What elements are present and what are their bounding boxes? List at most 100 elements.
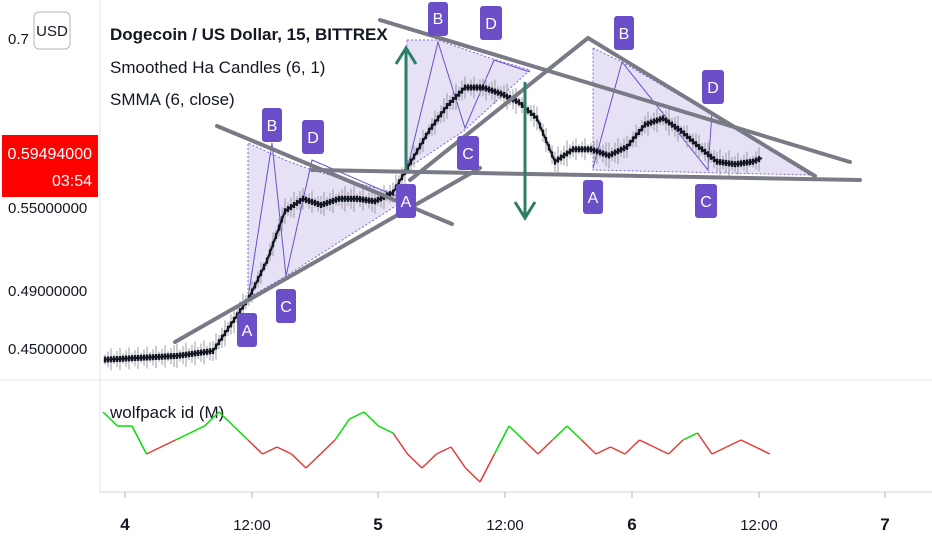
indicator-legend[interactable]: Smoothed Ha Candles (6, 1) — [110, 58, 325, 77]
point-label-text: C — [462, 146, 474, 163]
point-label-c[interactable] — [695, 184, 717, 218]
oscillator-legend[interactable]: wolfpack id (M) — [109, 403, 224, 422]
trendline[interactable] — [408, 36, 590, 182]
oscillator-segment — [711, 446, 727, 455]
oscillator-segment — [363, 411, 380, 427]
last-price-badge: 0.59494000 03:54 — [2, 135, 98, 197]
oscillator-segment — [580, 439, 597, 455]
oscillator-segment — [450, 446, 467, 469]
oscillator-segment — [522, 439, 539, 455]
point-label-b[interactable] — [262, 108, 282, 142]
oscillator-series[interactable] — [102, 411, 771, 483]
badge-bg — [2, 135, 98, 197]
point-label-b[interactable] — [614, 16, 634, 50]
pattern-1-fill[interactable] — [247, 142, 406, 299]
point-label-text: C — [280, 299, 292, 316]
oscillator-segment — [493, 425, 510, 455]
point-label-text: B — [433, 11, 444, 28]
oscillator-segment — [624, 439, 641, 455]
price-series[interactable] — [103, 76, 763, 371]
point-label-text: A — [588, 190, 599, 207]
point-label-d[interactable] — [702, 70, 724, 104]
oscillator-segment — [290, 453, 307, 469]
oscillator-segment — [653, 446, 669, 455]
point-label-d[interactable] — [480, 6, 502, 40]
oscillator-segment — [131, 425, 148, 455]
point-label-text: B — [267, 118, 278, 135]
point-label-text: A — [401, 194, 412, 211]
oscillator-segment — [218, 411, 235, 427]
oscillator-segment — [276, 446, 292, 455]
oscillator-segment — [189, 425, 205, 434]
trendline[interactable] — [173, 166, 482, 344]
arrow-up-head — [394, 45, 418, 65]
x-tick-label: 12:00 — [486, 517, 524, 534]
oscillator-segment — [160, 439, 176, 448]
point-label-c[interactable] — [276, 289, 296, 323]
trendline[interactable] — [586, 36, 817, 178]
oscillator-segment — [392, 432, 409, 455]
chart-legend[interactable]: Dogecoin / US Dollar, 15, BITTREX Smooth… — [109, 25, 388, 422]
oscillator-segment — [146, 446, 162, 455]
oscillator-segment — [566, 425, 583, 441]
oscillator-segment — [334, 418, 351, 441]
pattern-1-legs — [247, 142, 406, 299]
point-label-text: D — [707, 80, 719, 97]
oscillator-segment — [610, 446, 626, 455]
point-label-b[interactable] — [428, 2, 448, 36]
oscillator-segment — [595, 446, 611, 455]
point-label-text: A — [242, 323, 253, 340]
price-scale[interactable]: 0.7 000 0.55000000 0.49000000 0.45000000 — [8, 31, 87, 358]
x-tick-label: 4 — [120, 515, 130, 534]
pattern-3-legs — [592, 60, 713, 172]
currency-button[interactable]: USD — [33, 11, 71, 50]
trend-lines[interactable] — [173, 18, 862, 344]
projection-arrows[interactable] — [394, 45, 537, 221]
smma-line — [104, 86, 763, 361]
oscillator-segment — [421, 453, 438, 469]
oscillator-segment — [537, 439, 554, 455]
oscillator-segment — [175, 432, 191, 441]
trendline[interactable] — [378, 18, 852, 164]
point-label-d[interactable] — [302, 120, 324, 154]
symbol-title[interactable]: Dogecoin / US Dollar, 15, BITTREX — [110, 25, 388, 44]
point-label-a[interactable] — [396, 184, 416, 218]
oscillator-segment — [696, 432, 713, 455]
pattern-2-legs — [406, 40, 531, 171]
indicator-legend[interactable]: SMMA (6, close) — [110, 90, 235, 109]
oscillator-segment — [378, 425, 394, 434]
point-label-text: B — [619, 26, 630, 43]
y-tick-label: 0.45000000 — [8, 341, 87, 358]
oscillator-segment — [262, 446, 278, 455]
oscillator-segment — [406, 453, 423, 469]
oscillator-segment — [755, 446, 771, 455]
oscillator-segment — [349, 411, 365, 420]
oscillator-segment — [247, 439, 264, 455]
oscillator-segment — [639, 439, 655, 448]
point-label-text: D — [307, 130, 319, 147]
y-tick-label: 0.49000000 — [8, 283, 87, 300]
point-label-a[interactable] — [237, 313, 257, 347]
oscillator-segment — [203, 411, 220, 427]
oscillator-segment — [479, 453, 496, 483]
pattern-point-labels[interactable]: A B C D B D A C A B C D — [237, 2, 724, 347]
oscillator-segment — [667, 439, 684, 455]
x-tick-label: 12:00 — [740, 517, 778, 534]
y-tick-label: 0.55000000 — [8, 200, 87, 217]
oscillator-segment — [508, 425, 525, 441]
currency-label: USD — [36, 23, 68, 40]
x-tick-label: 5 — [373, 515, 382, 534]
point-label-c[interactable] — [457, 136, 479, 170]
trendline[interactable] — [310, 168, 862, 182]
time-scale[interactable]: 4 12:00 5 12:00 6 12:00 7 — [120, 492, 890, 534]
oscillator-segment — [740, 439, 756, 448]
oscillator-segment — [305, 453, 322, 469]
x-tick-label: 6 — [627, 515, 636, 534]
oscillator-segment — [682, 432, 698, 441]
oscillator-segment — [102, 411, 119, 427]
point-label-text: C — [700, 194, 712, 211]
x-tick-label: 12:00 — [233, 517, 271, 534]
oscillator-segment — [464, 467, 481, 483]
point-label-a[interactable] — [583, 180, 603, 214]
